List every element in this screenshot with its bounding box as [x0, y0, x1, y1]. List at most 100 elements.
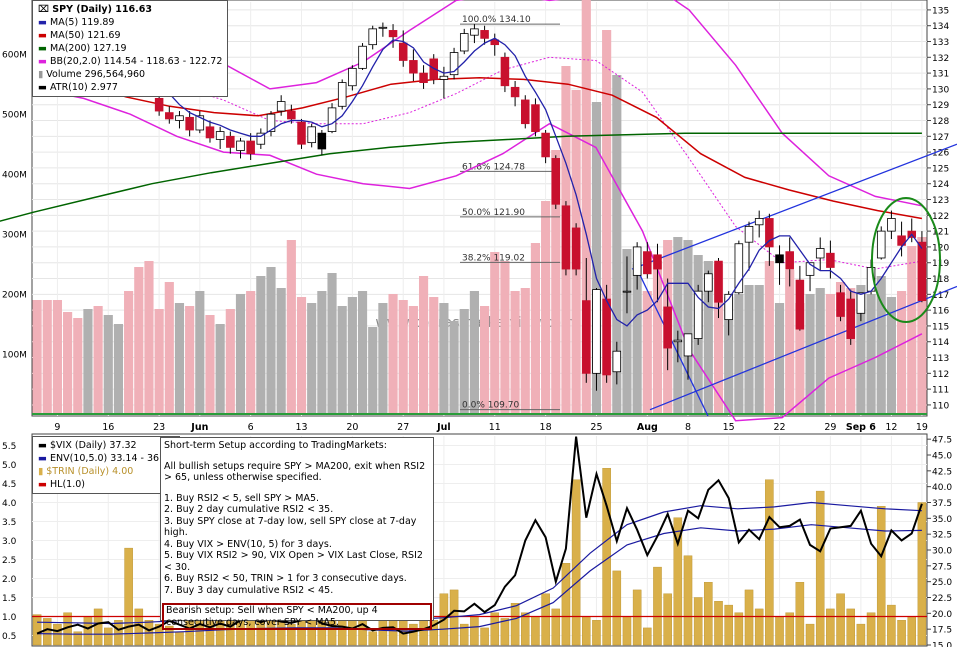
- trin-bar: [154, 623, 164, 646]
- volume-bar: [418, 276, 429, 414]
- volume-bar: [896, 291, 907, 414]
- vix-tick-label: 15.0: [932, 642, 952, 648]
- volume-bar: [480, 306, 490, 414]
- setup-rule: 1. Buy RSI2 < 5, sell SPY > MA5.: [164, 492, 320, 504]
- volume-bar: [154, 309, 164, 414]
- volume-bar: [520, 288, 530, 414]
- candle-body: [205, 126, 215, 139]
- vix-legend: ▬ $VIX (Daily) 37.32 ▬ ENV(10,5.0) 33.14…: [32, 436, 181, 494]
- legend-row-ma200: ▬ MA(200) 127.19: [38, 43, 127, 54]
- date-tick-label: 12: [885, 422, 897, 433]
- trin-bar: [124, 547, 133, 646]
- candle-body: [388, 30, 398, 38]
- trin-bar: [490, 612, 500, 646]
- candle-body: [795, 279, 805, 330]
- price-tick-label: 116: [932, 307, 949, 317]
- candle-body: [449, 52, 459, 76]
- trin-tick-label: 2.5: [2, 556, 16, 566]
- volume-bar: [73, 318, 83, 414]
- vix-tick-label: 27.5: [932, 562, 952, 572]
- setup-rule: 5. Buy VIX RSI2 > 90, VIX Open > VIX Las…: [164, 550, 423, 573]
- volume-bar: [510, 291, 520, 414]
- setup-notes: Short-term Setup according to TradingMar…: [160, 437, 434, 630]
- candle-body: [704, 273, 713, 292]
- trin-bar: [510, 603, 520, 646]
- date-tick-label: 27: [397, 422, 409, 433]
- candle-body: [429, 58, 438, 80]
- volume-tick-label: 100M: [2, 351, 27, 361]
- trin-bar: [83, 616, 93, 646]
- candle-body: [185, 116, 194, 131]
- fib-label: 100.0% 134.10: [462, 15, 531, 25]
- volume-bar: [785, 270, 795, 414]
- trin-bar: [541, 593, 550, 646]
- legend-swatch: ▬: [38, 30, 47, 41]
- volume-bar: [42, 300, 52, 414]
- candle-body: [215, 131, 225, 140]
- bearish-setup-box: Bearish setup: Sell when SPY < MA200, up…: [162, 603, 432, 630]
- volume-bar: [317, 291, 327, 414]
- trin-tick-label: 0.5: [2, 632, 16, 642]
- candle-body: [307, 126, 316, 144]
- volume-bar: [876, 276, 886, 414]
- volume-bar: [164, 282, 174, 414]
- volume-bar: [846, 288, 856, 414]
- candle-body: [622, 290, 632, 293]
- trin-bar: [459, 623, 469, 646]
- legend-swatch: ▮: [38, 69, 44, 80]
- trin-bar: [612, 570, 622, 646]
- candle-body: [226, 135, 235, 148]
- volume-bar: [134, 267, 144, 414]
- trin-tick-label: 5.5: [2, 442, 16, 452]
- candle-body: [368, 28, 377, 46]
- volume-bar: [449, 321, 459, 414]
- legend-swatch: ▬: [38, 56, 47, 67]
- trin-tick-label: 4.5: [2, 480, 16, 490]
- highlight-circle: [871, 197, 941, 323]
- trin-bar: [866, 612, 876, 646]
- price-tick-label: 135: [932, 6, 949, 16]
- candle-body: [683, 333, 693, 357]
- volume-bar: [256, 276, 266, 414]
- trin-bar: [744, 589, 754, 646]
- vix-tick-label: 17.5: [932, 626, 952, 636]
- price-tick-label: 124: [932, 180, 949, 190]
- candle-body: [195, 115, 205, 131]
- trin-bar: [643, 627, 652, 646]
- date-tick-label: Jul: [436, 422, 451, 433]
- candle-body: [439, 75, 449, 80]
- volume-bar: [581, 0, 591, 414]
- candle-body: [317, 132, 327, 150]
- date-tick-label: 16: [102, 422, 114, 433]
- candle-body: [470, 28, 479, 36]
- date-tick-label: 6: [248, 422, 254, 433]
- legend-swatch: ▬: [38, 17, 47, 28]
- price-tick-label: 120: [932, 243, 949, 253]
- volume-bar: [469, 291, 479, 414]
- legend-row-spy: ⌧ SPY (Daily) 116.63: [38, 4, 152, 15]
- legend-row-volume: ▮ Volume 296,564,960: [38, 69, 146, 80]
- date-tick-label: 18: [540, 422, 552, 433]
- volume-bar: [215, 324, 225, 414]
- candle-body: [653, 254, 662, 270]
- legend-swatch: ▬: [38, 453, 47, 464]
- vix-tick-label: 45.0: [932, 452, 952, 462]
- price-tick-label: 126: [932, 149, 949, 159]
- trin-bar: [409, 623, 418, 646]
- legend-row-bb: ▬ BB(20,2.0) 114.54 - 118.63 - 122.72: [38, 56, 223, 67]
- volume-bar: [917, 237, 927, 414]
- bearish-setup-text: Bearish setup: Sell when SPY < MA200, up…: [166, 605, 378, 628]
- volume-bar: [683, 240, 693, 414]
- trin-bar: [673, 517, 683, 646]
- volume-tick-label: 300M: [2, 231, 27, 241]
- volume-bar: [795, 303, 805, 414]
- trin-tick-label: 5.0: [2, 461, 17, 471]
- setup-rule: 3. Buy SPY close at 7-day low, sell SPY …: [164, 515, 417, 539]
- volume-tick-label: 200M: [2, 291, 27, 301]
- volume-bar: [398, 300, 408, 414]
- candle-body: [419, 72, 428, 83]
- trin-bar: [653, 566, 662, 646]
- price-tick-label: 122: [932, 212, 949, 222]
- trin-bar: [785, 612, 794, 646]
